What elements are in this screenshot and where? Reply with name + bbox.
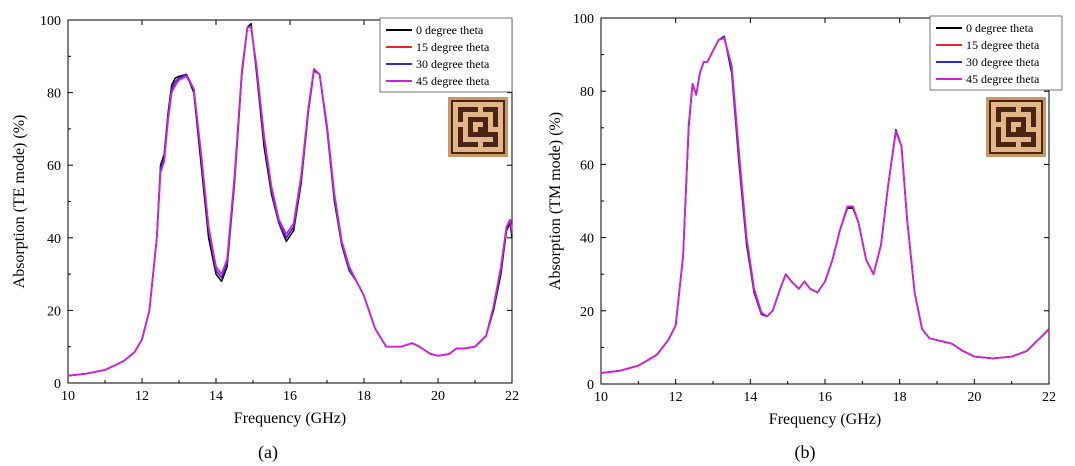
y-tick-label: 100 — [573, 12, 594, 27]
x-tick-label: 18 — [357, 389, 371, 404]
inset-copper-strip — [1016, 107, 1021, 117]
inset-copper-strip — [493, 127, 503, 132]
y-tick-label: 100 — [40, 14, 61, 29]
y-tick-label: 40 — [47, 232, 61, 247]
inset-copper-strip — [458, 122, 468, 127]
x-tick-label: 22 — [505, 389, 519, 404]
legend-entry-label: 15 degree theta — [966, 38, 1040, 52]
inset-copper-strip — [453, 102, 458, 152]
legend-entry-label: 30 degree theta — [416, 57, 490, 71]
y-tick-label: 40 — [580, 232, 594, 247]
x-axis-label: Frequency (GHz) — [234, 410, 346, 427]
x-tick-label: 12 — [669, 390, 683, 405]
x-tick-label: 22 — [1042, 390, 1056, 405]
x-tick-label: 20 — [431, 389, 445, 404]
x-tick-label: 16 — [818, 390, 832, 405]
x-tick-label: 14 — [209, 389, 223, 404]
inset-copper-strip — [453, 102, 503, 107]
inset-copper-strip — [996, 122, 1006, 127]
y-tick-label: 20 — [580, 305, 594, 320]
x-tick-label: 10 — [61, 389, 75, 404]
inset-copper-strip — [1031, 127, 1041, 132]
unit-cell-inset-image — [986, 97, 1046, 157]
y-axis-label: Absorption (TM mode) (%) — [547, 112, 564, 290]
series-line-45-degree — [67, 26, 513, 377]
panel-label: (b) — [795, 442, 816, 463]
x-tick-label: 20 — [967, 390, 981, 405]
y-tick-label: 80 — [580, 85, 594, 100]
chart-panel-b: 10 12 14 16 18 20 22 0 20 40 60 80 100 Frequency (GHz… — [547, 12, 1063, 463]
inset-copper-strip — [1011, 122, 1016, 132]
y-tick-label: 0 — [54, 377, 61, 392]
inset-copper-strip — [463, 137, 493, 142]
inset-copper-strip — [478, 107, 483, 117]
chart-panel-a: 10 12 14 16 18 20 22 0 20 40 60 80 100 Frequency (GHz… — [11, 14, 519, 463]
x-tick-label: 18 — [893, 390, 907, 405]
legend-entry-label: 0 degree theta — [416, 23, 484, 37]
legend: 0 degree theta 15 degree theta 30 degree t… — [379, 17, 513, 93]
y-tick-label: 0 — [587, 378, 594, 393]
legend: 0 degree theta 15 degree theta 30 degree t… — [929, 15, 1063, 91]
x-tick-label: 10 — [594, 390, 608, 405]
series-group — [67, 22, 513, 377]
series-group — [600, 35, 1050, 374]
legend-entry-label: 30 degree theta — [966, 55, 1040, 69]
legend-entry-label: 0 degree theta — [966, 21, 1034, 35]
legend-entry-label: 45 degree theta — [966, 72, 1040, 86]
panel-label: (a) — [258, 442, 278, 463]
inset-copper-strip — [473, 122, 478, 132]
inset-copper-strip — [1016, 142, 1021, 152]
y-tick-label: 60 — [580, 158, 594, 173]
legend-entry-label: 45 degree theta — [416, 74, 490, 88]
inset-copper-strip — [1001, 137, 1031, 142]
y-tick-label: 60 — [47, 159, 61, 174]
inset-copper-strip — [488, 112, 493, 132]
x-tick-label: 14 — [743, 390, 757, 405]
inset-copper-strip — [1026, 112, 1031, 132]
x-tick-label: 12 — [135, 389, 149, 404]
inset-copper-strip — [991, 102, 996, 152]
inset-copper-strip — [478, 142, 483, 152]
inset-copper-strip — [991, 102, 1041, 107]
y-tick-label: 80 — [47, 87, 61, 102]
x-tick-label: 16 — [283, 389, 297, 404]
series-line-45-degree — [600, 37, 1050, 374]
y-axis-label: Absorption (TE mode) (%) — [11, 115, 28, 289]
y-tick-label: 20 — [47, 304, 61, 319]
unit-cell-inset-image — [448, 97, 508, 157]
legend-entry-label: 15 degree theta — [416, 40, 490, 54]
x-axis-label: Frequency (GHz) — [769, 411, 881, 428]
